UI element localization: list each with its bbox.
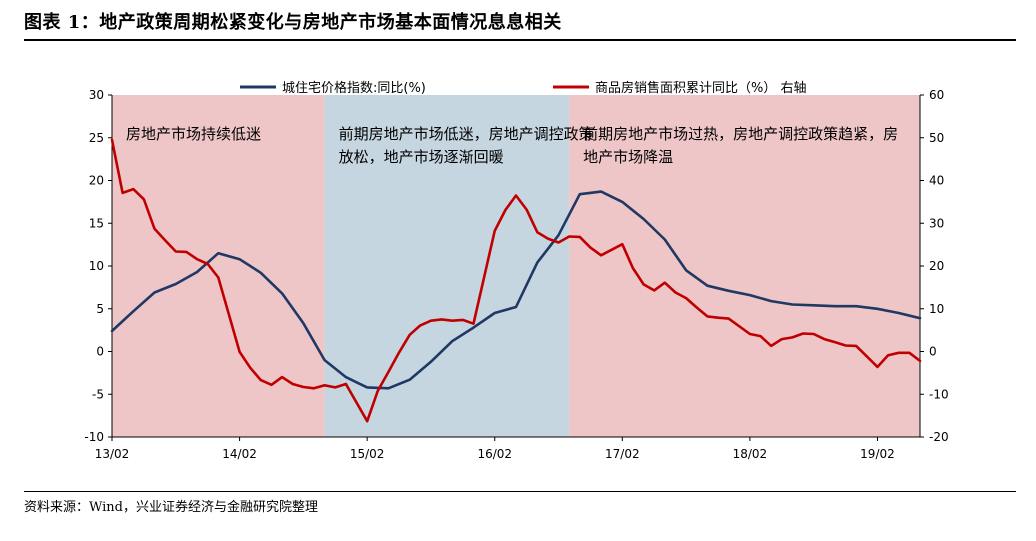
legend-label-1: 城住宅价格指数:同比(%) bbox=[282, 80, 426, 96]
x-tick-label: 19/02 bbox=[860, 447, 895, 461]
sales-area-growth-line bbox=[110, 138, 922, 423]
shaded-periods bbox=[112, 95, 920, 437]
left-y-tick-label: -10 bbox=[84, 430, 104, 444]
shaded-period-2 bbox=[324, 95, 570, 437]
shaded-period-label-1: 房地产市场持续低迷 bbox=[126, 125, 261, 143]
left-y-tick-label: 30 bbox=[89, 88, 104, 102]
source-note: 资料来源：Wind，兴业证券经济与金融研究院整理 bbox=[24, 500, 318, 515]
shaded-period-labels: 房地产市场持续低迷 前期房地产市场低迷，房地产调控政策放松，地产市场逐渐回暖前期房… bbox=[126, 125, 898, 166]
axes: 302520151050-5-106050403020100-10-2013/0… bbox=[84, 88, 948, 461]
x-tick-label: 16/02 bbox=[477, 447, 512, 461]
legend: 城住宅价格指数:同比(%) 商品房销售面积累计同比（%） 右轴 bbox=[240, 80, 807, 96]
legend-label-2: 商品房销售面积累计同比（%） 右轴 bbox=[595, 80, 807, 96]
left-y-tick-label: 0 bbox=[96, 345, 104, 359]
house-price-index-line bbox=[110, 190, 922, 390]
shaded-period-3 bbox=[569, 95, 920, 437]
shaded-period-label-2: 前期房地产市场低迷，房地产调控政策放松，地产市场逐渐回暖 bbox=[339, 125, 594, 166]
chart: 房地产市场持续低迷 前期房地产市场低迷，房地产调控政策放松，地产市场逐渐回暖前期房… bbox=[84, 80, 948, 461]
series-lines bbox=[110, 138, 922, 423]
left-y-tick-label: 20 bbox=[89, 174, 104, 188]
x-tick-label: 14/02 bbox=[222, 447, 257, 461]
left-y-tick-label: 5 bbox=[96, 302, 104, 316]
left-y-tick-label: -5 bbox=[92, 387, 104, 401]
left-y-tick-label: 25 bbox=[89, 131, 104, 145]
bottom-rule bbox=[24, 491, 1016, 492]
x-tick-label: 13/02 bbox=[95, 447, 130, 461]
left-y-tick-label: 10 bbox=[89, 259, 104, 273]
shaded-period-1 bbox=[112, 95, 325, 437]
right-y-tick-label: 50 bbox=[929, 131, 944, 145]
right-y-tick-label: 40 bbox=[929, 174, 944, 188]
right-y-tick-label: 20 bbox=[929, 259, 944, 273]
left-y-tick-label: 15 bbox=[89, 216, 104, 230]
right-y-tick-label: -20 bbox=[929, 430, 949, 444]
right-y-tick-label: -10 bbox=[929, 387, 949, 401]
right-y-tick-label: 10 bbox=[929, 302, 944, 316]
right-y-tick-label: 0 bbox=[929, 345, 937, 359]
x-tick-label: 18/02 bbox=[733, 447, 768, 461]
x-tick-label: 15/02 bbox=[350, 447, 385, 461]
shaded-period-label-3: 前期房地产市场过热，房地产调控政策趋紧，房地产市场降温 bbox=[583, 125, 898, 166]
figure-title: 图表 1：地产政策周期松紧变化与房地产市场基本面情况息息相关 bbox=[24, 12, 562, 33]
x-tick-label: 17/02 bbox=[605, 447, 640, 461]
right-y-tick-label: 60 bbox=[929, 88, 944, 102]
right-y-tick-label: 30 bbox=[929, 216, 944, 230]
top-rule bbox=[24, 39, 1016, 41]
